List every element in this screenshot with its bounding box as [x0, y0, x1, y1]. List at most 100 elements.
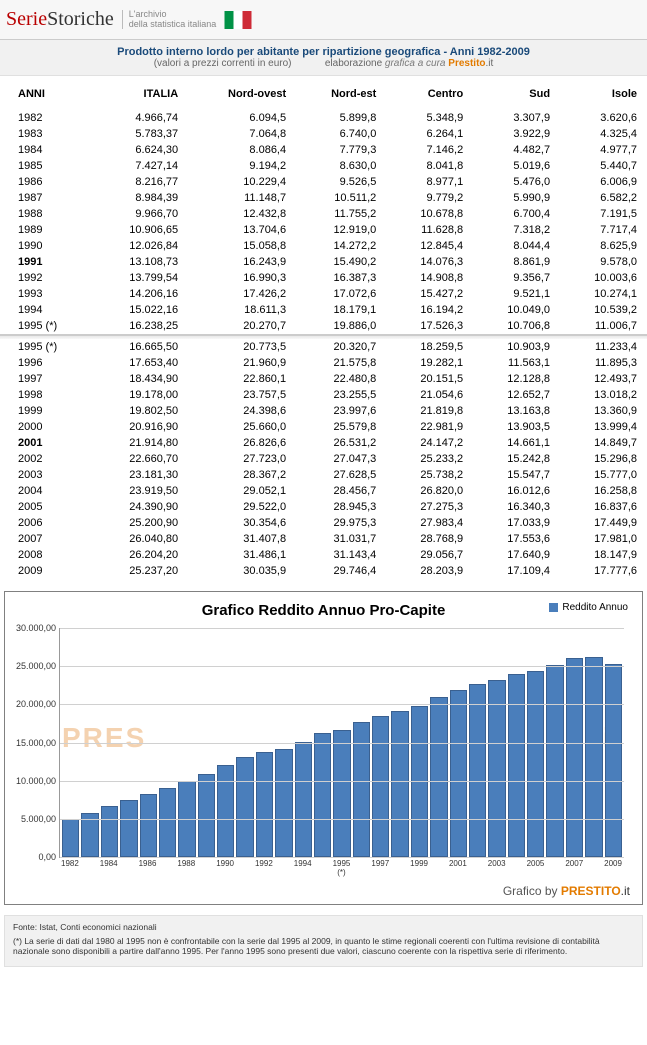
table-row: 200222.660,7027.723,027.047,325.233,215.…: [0, 451, 647, 467]
y-tick-label: 30.000,00: [8, 623, 56, 633]
cell-value: 13.018,2: [560, 387, 647, 403]
cell-year: 2008: [0, 547, 93, 563]
y-tick-label: 5.000,00: [8, 814, 56, 824]
cell-value: 12.026,84: [93, 238, 188, 254]
cell-value: 6.582,2: [560, 190, 647, 206]
cell-value: 28.456,7: [296, 483, 386, 499]
cell-value: 23.757,5: [188, 387, 296, 403]
x-tick-label: 1995(*): [333, 860, 351, 878]
cell-value: 17.109,4: [473, 563, 560, 579]
cell-value: 15.296,8: [560, 451, 647, 467]
cell-value: 22.860,1: [188, 371, 296, 387]
cell-value: 10.906,65: [93, 222, 188, 238]
cell-value: 19.178,00: [93, 387, 188, 403]
cell-value: 12.845,4: [386, 238, 473, 254]
table-row: 200020.916,9025.660,025.579,822.981,913.…: [0, 419, 647, 435]
y-tick-label: 15.000,00: [8, 738, 56, 748]
col-anni: ANNI: [0, 82, 93, 110]
cell-value: 12.493,7: [560, 371, 647, 387]
cell-year: 2005: [0, 499, 93, 515]
cell-value: 17.777,6: [560, 563, 647, 579]
cell-value: 14.849,7: [560, 435, 647, 451]
cell-value: 24.147,2: [386, 435, 473, 451]
x-tick-label: 2009: [604, 860, 622, 878]
cell-value: 29.522,0: [188, 499, 296, 515]
cell-value: 23.255,5: [296, 387, 386, 403]
chart-title: Grafico Reddito Annuo Pro-Capite: [202, 602, 446, 619]
cell-value: 10.539,2: [560, 302, 647, 318]
cell-year: 1984: [0, 142, 93, 158]
chart-legend: Reddito Annuo: [549, 602, 628, 613]
cell-value: 27.275,3: [386, 499, 473, 515]
cell-value: 14.272,2: [296, 238, 386, 254]
table-row: 200423.919,5029.052,128.456,726.820,016.…: [0, 483, 647, 499]
cell-value: 19.802,50: [93, 403, 188, 419]
cell-value: 18.179,1: [296, 302, 386, 318]
x-tick-label: [236, 860, 253, 878]
cell-value: 19.282,1: [386, 355, 473, 371]
cell-year: 2001: [0, 435, 93, 451]
cell-value: 9.194,2: [188, 158, 296, 174]
cell-value: 31.407,8: [188, 531, 296, 547]
x-tick-label: 2003: [488, 860, 506, 878]
table-row: 19889.966,7012.432,811.755,210.678,86.70…: [0, 206, 647, 222]
chart-area: PRES .it 0,005.000,0010.000,0015.000,002…: [59, 628, 624, 858]
cell-value: 14.076,3: [386, 254, 473, 270]
cell-value: 7.717,4: [560, 222, 647, 238]
table-row: 200826.204,2031.486,131.143,429.056,717.…: [0, 547, 647, 563]
cell-value: 17.526,3: [386, 318, 473, 335]
cell-value: 25.738,2: [386, 467, 473, 483]
table-row: 198910.906,6513.704,612.919,011.628,87.3…: [0, 222, 647, 238]
cell-value: 23.919,50: [93, 483, 188, 499]
cell-value: 3.307,9: [473, 110, 560, 126]
bar: [469, 684, 486, 857]
brand-serie: Serie: [6, 8, 47, 30]
table-body-a: 19824.966,746.094,55.899,85.348,93.307,9…: [0, 110, 647, 335]
table-row: 200925.237,2030.035,929.746,428.203,917.…: [0, 563, 647, 579]
cell-value: 11.563,1: [473, 355, 560, 371]
cell-value: 10.003,6: [560, 270, 647, 286]
cell-value: 9.356,7: [473, 270, 560, 286]
cell-value: 7.779,3: [296, 142, 386, 158]
cell-value: 24.390,90: [93, 499, 188, 515]
cell-value: 5.990,9: [473, 190, 560, 206]
table-row: 19846.624,308.086,47.779,37.146,24.482,7…: [0, 142, 647, 158]
x-tick-label: 1986: [139, 860, 157, 878]
cell-value: 28.945,3: [296, 499, 386, 515]
cell-value: 14.908,8: [386, 270, 473, 286]
cell-year: 1993: [0, 286, 93, 302]
cell-value: 16.990,3: [188, 270, 296, 286]
cell-value: 3.922,9: [473, 126, 560, 142]
x-tick-label: 2001: [449, 860, 467, 878]
cell-value: 22.480,8: [296, 371, 386, 387]
bar: [275, 749, 292, 857]
cell-value: 11.233,4: [560, 339, 647, 355]
bar: [120, 800, 137, 857]
cell-value: 9.779,2: [386, 190, 473, 206]
bar: [527, 671, 544, 857]
col-centro: Centro: [386, 82, 473, 110]
cell-value: 10.511,2: [296, 190, 386, 206]
chart-box: Grafico Reddito Annuo Pro-Capite Reddito…: [4, 591, 643, 905]
cell-value: 27.047,3: [296, 451, 386, 467]
cell-value: 17.653,40: [93, 355, 188, 371]
cell-value: 21.960,9: [188, 355, 296, 371]
cell-value: 31.143,4: [296, 547, 386, 563]
cell-value: 7.064,8: [188, 126, 296, 142]
cell-value: 26.531,2: [296, 435, 386, 451]
x-tick-label: 1999: [410, 860, 428, 878]
cell-value: 9.578,0: [560, 254, 647, 270]
cell-value: 23.181,30: [93, 467, 188, 483]
cell-value: 10.229,4: [188, 174, 296, 190]
cell-value: 20.916,90: [93, 419, 188, 435]
cell-value: 4.482,7: [473, 142, 560, 158]
cell-value: 12.919,0: [296, 222, 386, 238]
cell-year: 1992: [0, 270, 93, 286]
bar: [372, 716, 389, 857]
bar: [605, 664, 622, 857]
gridline: [60, 781, 624, 782]
table-row: 200121.914,8026.826,626.531,224.147,214.…: [0, 435, 647, 451]
legend-label: Reddito Annuo: [562, 602, 628, 613]
header-bar: SerieStoriche L'archivio della statistic…: [0, 0, 647, 40]
cell-value: 18.434,90: [93, 371, 188, 387]
